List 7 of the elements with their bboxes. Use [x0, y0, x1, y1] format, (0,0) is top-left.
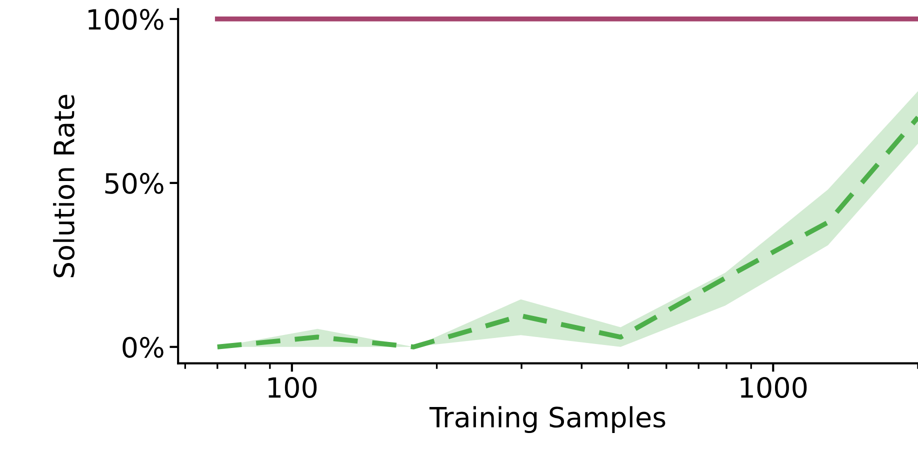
x-axis-title: Training Samples: [429, 406, 666, 434]
y-tick-label: 50%: [105, 172, 164, 194]
y-tick-label: 100%: [88, 8, 164, 30]
y-tick-label: 0%: [122, 336, 164, 358]
x-tick-label: 1000: [740, 377, 807, 398]
x-tick-label: 100: [268, 377, 317, 398]
y-axis-title: Solution Rate: [53, 94, 75, 278]
